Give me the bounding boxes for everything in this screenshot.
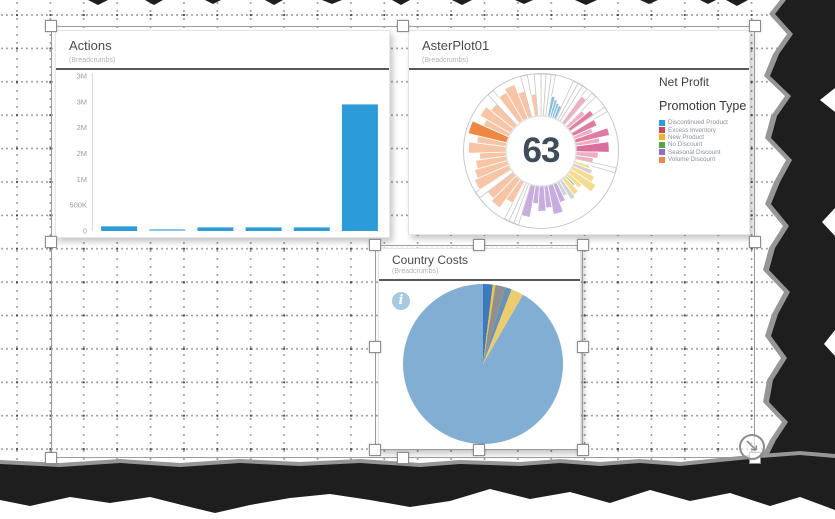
selection-handle-n[interactable] — [473, 239, 485, 251]
legend-title: Promotion Type — [659, 99, 747, 113]
page-handle-e[interactable] — [749, 236, 761, 248]
legend-swatch — [659, 134, 665, 141]
visual-subtitle: (Breadcrumbs) — [69, 57, 116, 64]
visual-selection-frame — [375, 245, 583, 450]
bar[interactable] — [101, 226, 138, 231]
bar[interactable] — [149, 229, 186, 231]
aster-plot[interactable] — [409, 70, 749, 234]
y-axis-tick-label: 3M — [77, 72, 87, 81]
selection-handle-w[interactable] — [369, 341, 381, 353]
legend-swatch — [659, 127, 665, 134]
legend-label: Seasonal Discount — [668, 148, 721, 156]
selection-handle-nw[interactable] — [369, 239, 381, 251]
pie-chart[interactable] — [379, 281, 580, 449]
legend-item[interactable]: New Product — [659, 134, 728, 141]
visual-subtitle: (Breadcrumbs) — [422, 57, 469, 64]
legend-label: No Discount — [668, 141, 703, 149]
legend-swatch — [659, 119, 665, 126]
page-handle-n[interactable] — [397, 20, 409, 32]
legend-item[interactable]: Seasonal Discount — [659, 149, 728, 156]
selection-handle-sw[interactable] — [369, 444, 381, 456]
header-divider — [409, 68, 749, 70]
bar[interactable] — [245, 227, 282, 231]
info-icon[interactable]: i — [392, 292, 410, 310]
legend-swatch — [659, 156, 665, 163]
page-handle-nw[interactable] — [45, 20, 57, 32]
visual-card-actions[interactable]: Actions (Breadcrumbs) 3M 3M 2M 2M 1M 500K 0 — [55, 30, 390, 238]
legend-label: Volume Discount — [668, 156, 716, 164]
bar-chart[interactable]: 3M 3M 2M 2M 1M 500K 0 — [56, 70, 389, 237]
bar[interactable] — [197, 227, 234, 231]
y-axis-tick-label: 2M — [77, 123, 87, 132]
y-axis-tick-label: 0 — [83, 227, 87, 236]
legend-item[interactable]: Discontinued Product — [659, 119, 728, 126]
legend: Discontinued Product Excess Inventory New … — [659, 119, 728, 163]
bar[interactable] — [341, 104, 378, 231]
selection-handle-e[interactable] — [577, 341, 589, 353]
visual-card-country-costs[interactable]: Country Costs (Breadcrumbs) i — [378, 248, 581, 450]
aster-plot-svg — [463, 73, 619, 229]
y-axis-tick-label: 500K — [69, 201, 87, 210]
rotate-resize-handle[interactable] — [739, 434, 765, 460]
pie-slice[interactable] — [483, 287, 512, 364]
legend-item[interactable]: No Discount — [659, 141, 728, 148]
visual-title: AsterPlot01 — [422, 38, 490, 53]
legend-swatch — [659, 149, 665, 156]
header-divider — [56, 68, 389, 70]
visual-title: Country Costs — [392, 253, 469, 267]
selection-handle-s[interactable] — [473, 444, 485, 456]
y-axis-tick-label: 1M — [77, 175, 87, 184]
page-handle-w[interactable] — [45, 236, 57, 248]
y-axis-tick-label: 3M — [77, 97, 87, 106]
measure-title: Net Profit — [659, 75, 710, 89]
pie-slice[interactable] — [403, 284, 563, 444]
aster-center-circle — [505, 115, 577, 187]
page-handle-s[interactable] — [397, 452, 409, 464]
diagonal-arrow-icon — [746, 440, 758, 451]
visual-title: Actions — [69, 38, 112, 53]
legend-item[interactable]: Volume Discount — [659, 156, 728, 163]
pie-slice[interactable] — [483, 284, 493, 364]
bar[interactable] — [293, 227, 330, 231]
legend-label: New Product — [668, 133, 705, 141]
selection-handle-ne[interactable] — [577, 239, 589, 251]
pie-slice[interactable] — [483, 289, 523, 364]
aster-center-value: 63 — [522, 131, 561, 170]
pie-slice[interactable] — [483, 284, 506, 364]
selection-handle-se[interactable] — [577, 444, 589, 456]
visual-subtitle: (Breadcrumbs) — [392, 268, 439, 275]
legend-label: Excess Inventory — [668, 126, 716, 134]
legend-label: Discontinued Product — [668, 119, 728, 127]
header-divider — [379, 279, 580, 281]
legend-item[interactable]: Excess Inventory — [659, 126, 728, 134]
pie-chart-svg — [403, 284, 563, 444]
legend-swatch — [659, 141, 665, 148]
page-handle-ne[interactable] — [749, 20, 761, 32]
y-axis-tick-label: 2M — [77, 149, 87, 158]
pie-slice[interactable] — [483, 284, 496, 364]
page-handle-sw[interactable] — [45, 452, 57, 464]
aster-outer-ring — [463, 73, 619, 229]
bar-chart-svg: 3M 3M 2M 2M 1M 500K 0 — [69, 72, 378, 236]
visual-card-asterplot[interactable]: AsterPlot01 (Breadcrumbs) 63 Net Profit … — [408, 30, 750, 235]
